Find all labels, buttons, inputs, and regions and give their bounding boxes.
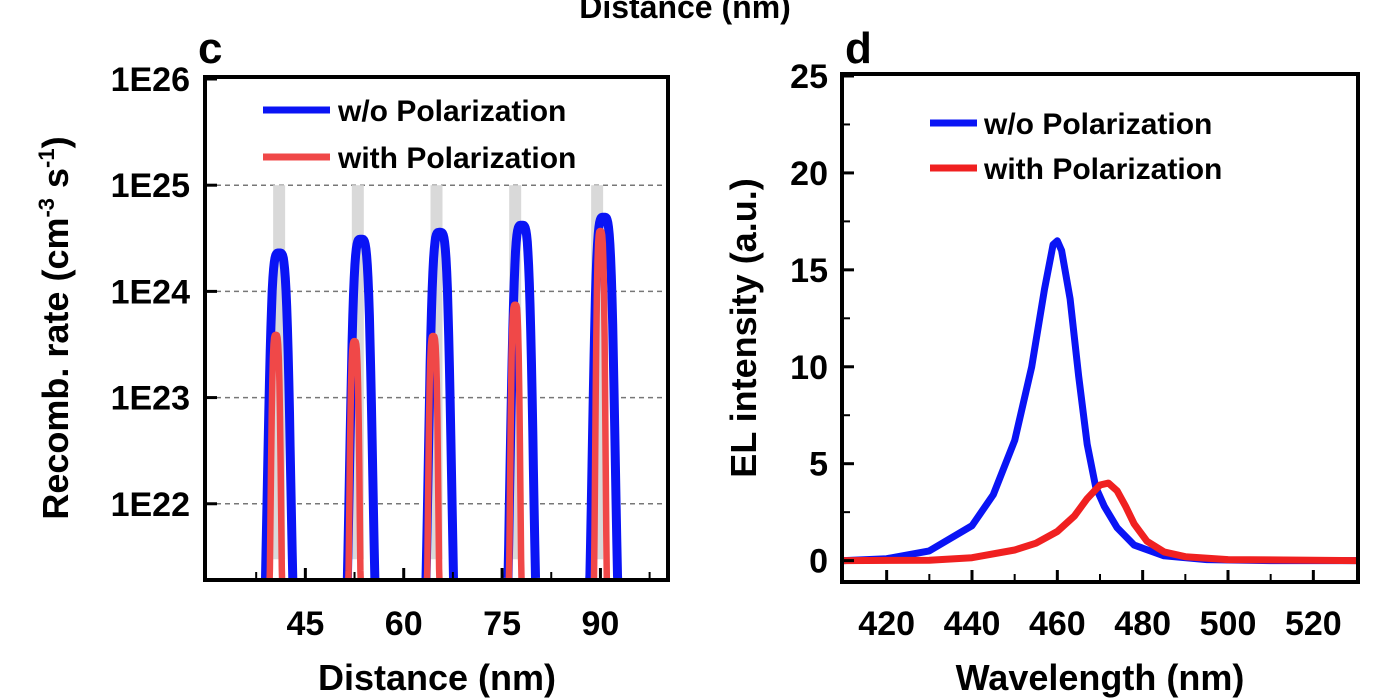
panel-d-y-axis: 0 5 10 15 20 25 — [790, 58, 854, 581]
x-tick-label: 45 — [286, 605, 324, 643]
x-tick-label: 75 — [483, 605, 521, 643]
panel-d-letter: d — [845, 24, 872, 73]
panel-c-legend: w/o Polarization with Polarization — [263, 95, 576, 175]
y-tick-label: 25 — [790, 58, 828, 96]
panel-c-x-axis: 45 60 75 90 — [255, 568, 651, 643]
panel-d: d 420 440 460 480 500 520 0 5 10 15 20 25 Waveleng… — [723, 24, 1360, 698]
x-tick-label: 60 — [385, 605, 423, 643]
legend-label-with-polarization-d: with Polarization — [983, 153, 1222, 186]
panel-c: c 45 60 75 90 1E22 1E23 1E24 1E25 1E26 Distance… — [34, 24, 670, 698]
y-tick-label: 1E26 — [111, 61, 190, 99]
series-peak — [261, 248, 298, 578]
y-tick-label: 1E23 — [111, 380, 190, 418]
x-tick-label: 90 — [582, 605, 620, 643]
panel-c-series — [261, 212, 623, 578]
panel-d-frame — [840, 72, 1360, 584]
series-peak — [266, 331, 286, 578]
panel-d-x-axis: 420 440 460 480 500 520 — [858, 570, 1342, 643]
y-tick-label: 1E22 — [111, 486, 190, 524]
y-tick-label: 1E24 — [111, 273, 190, 311]
x-tick-label: 500 — [1200, 605, 1257, 643]
panel-c-y-label: Recomb. rate (cm-3 s-1) — [34, 136, 76, 519]
y-tick-label: 1E25 — [111, 167, 190, 205]
top-cut-label: Distance (nm) — [579, 0, 791, 25]
series-peak — [345, 337, 364, 578]
y-tick-label: 0 — [809, 543, 828, 581]
panel-c-frame — [203, 75, 670, 582]
x-tick-label: 420 — [858, 605, 915, 643]
series-line — [840, 479, 1360, 565]
y-tick-label: 15 — [790, 252, 828, 290]
panel-d-y-label: EL intensity (a.u.) — [723, 178, 764, 477]
panel-d-series — [840, 237, 1360, 565]
panel-c-letter: c — [198, 24, 222, 73]
y-tick-label: 20 — [790, 155, 828, 193]
legend-label-wo-polarization-d: w/o Polarization — [983, 108, 1212, 141]
x-tick-label: 460 — [1029, 605, 1086, 643]
legend-label-wo-polarization: w/o Polarization — [337, 95, 566, 128]
x-tick-label: 440 — [944, 605, 1001, 643]
series-peak — [423, 332, 443, 578]
panel-c-y-axis: 1E22 1E23 1E24 1E25 1E26 — [111, 61, 217, 524]
x-tick-label: 520 — [1285, 605, 1342, 643]
series-peak — [505, 301, 525, 578]
x-tick-label: 480 — [1114, 605, 1171, 643]
panel-d-x-label: Wavelength (nm) — [956, 657, 1245, 698]
legend-label-with-polarization: with Polarization — [337, 142, 576, 175]
series-peak — [590, 227, 611, 578]
y-tick-label: 10 — [790, 349, 828, 387]
panel-c-x-label: Distance (nm) — [318, 657, 556, 698]
series-line — [840, 237, 1360, 565]
y-tick-label: 5 — [809, 446, 828, 484]
panel-d-legend: w/o Polarization with Polarization — [930, 108, 1222, 186]
